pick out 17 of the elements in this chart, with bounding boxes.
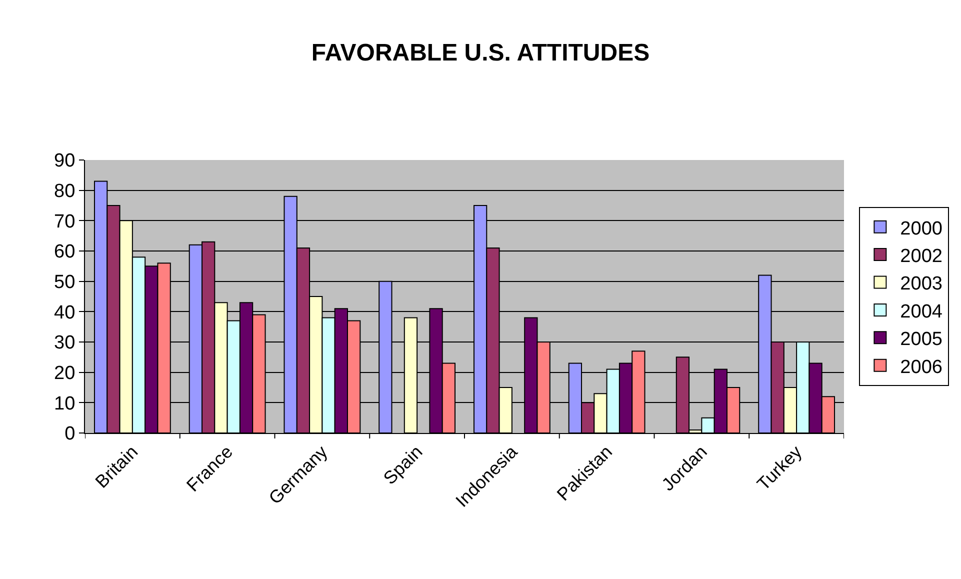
y-tick-label: 30 — [54, 332, 76, 354]
y-tick-label: 10 — [54, 393, 76, 414]
legend-label: 2003 — [900, 274, 942, 295]
chart-title: FAVORABLE U.S. ATTITUDES — [311, 40, 650, 67]
legend-label: 2006 — [900, 356, 942, 378]
y-tick-label: 40 — [54, 302, 76, 324]
y-tick-label: 60 — [54, 242, 76, 263]
legend-label: 2004 — [900, 301, 943, 322]
y-tick-label: 90 — [54, 150, 76, 172]
legend-label: 2005 — [900, 329, 942, 350]
y-tick-label: 70 — [54, 211, 76, 232]
legend-label: 2000 — [900, 218, 942, 240]
y-tick-label: 80 — [54, 180, 76, 202]
y-tick-label: 0 — [64, 424, 76, 445]
y-tick-label: 50 — [54, 272, 76, 293]
legend-label: 2002 — [900, 246, 942, 267]
y-tick-label: 20 — [54, 362, 76, 384]
